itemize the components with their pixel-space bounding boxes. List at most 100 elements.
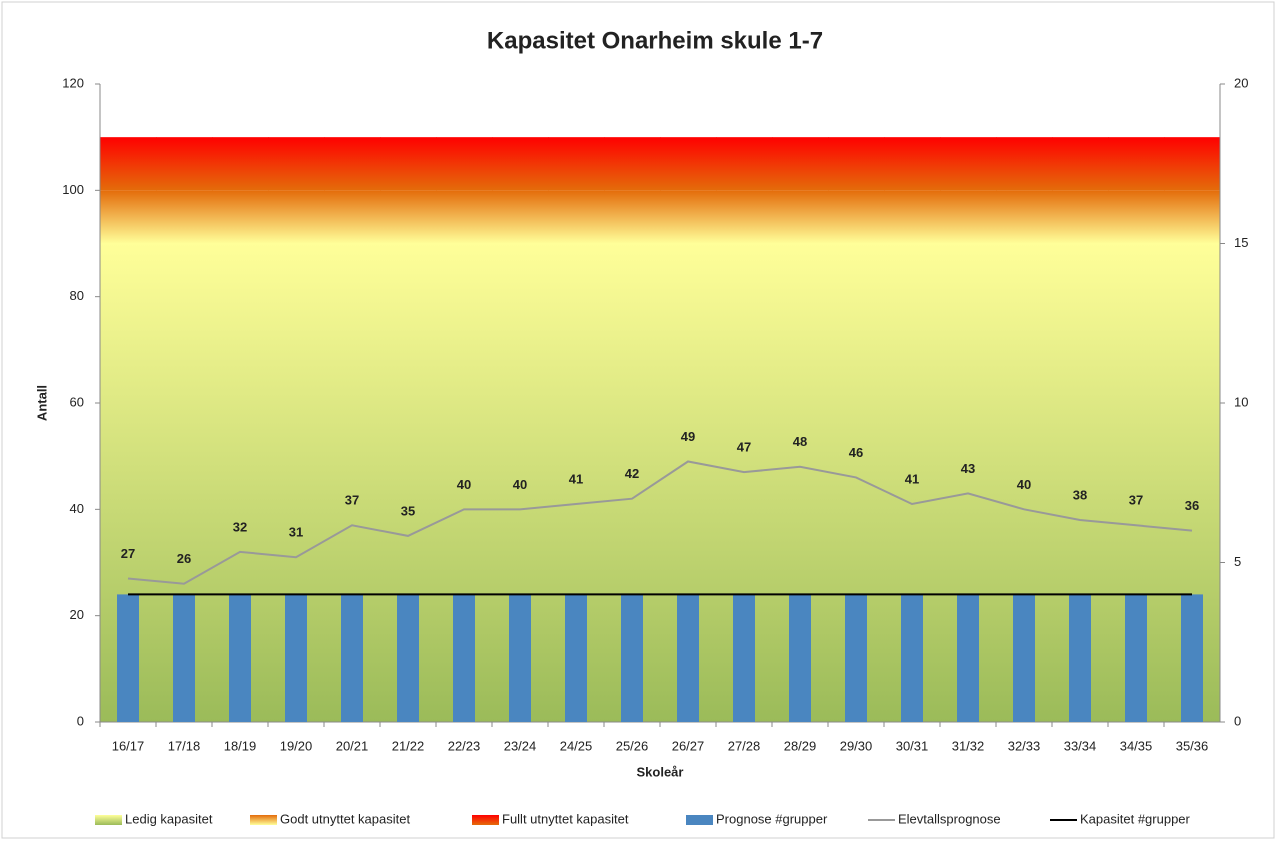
area-segment bbox=[324, 137, 381, 191]
y2-tick-label: 10 bbox=[1234, 394, 1248, 409]
bar bbox=[229, 594, 251, 722]
area-segment bbox=[324, 190, 381, 244]
x-tick-label: 34/35 bbox=[1120, 738, 1153, 753]
x-tick-label: 17/18 bbox=[168, 738, 201, 753]
y-tick-label: 60 bbox=[70, 394, 84, 409]
bar bbox=[565, 594, 587, 722]
y2-tick-label: 20 bbox=[1234, 75, 1248, 90]
data-label: 46 bbox=[849, 445, 863, 460]
data-label: 42 bbox=[625, 466, 639, 481]
data-label: 36 bbox=[1185, 498, 1199, 513]
x-tick-label: 32/33 bbox=[1008, 738, 1041, 753]
area-segment bbox=[660, 137, 717, 191]
area-segment bbox=[436, 137, 493, 191]
x-tick-label: 28/29 bbox=[784, 738, 817, 753]
area-segment bbox=[1108, 190, 1165, 244]
bar bbox=[117, 594, 139, 722]
legend-label: Godt utnyttet kapasitet bbox=[280, 811, 410, 826]
bar bbox=[957, 594, 979, 722]
bar bbox=[1125, 594, 1147, 722]
area-segment bbox=[996, 190, 1053, 244]
data-label: 41 bbox=[905, 471, 919, 486]
data-label: 48 bbox=[793, 434, 807, 449]
area-segment bbox=[716, 190, 773, 244]
x-tick-label: 35/36 bbox=[1176, 738, 1209, 753]
data-label: 43 bbox=[961, 461, 975, 476]
bar bbox=[845, 594, 867, 722]
data-label: 37 bbox=[1129, 493, 1143, 508]
legend-label: Fullt utnyttet kapasitet bbox=[502, 811, 629, 826]
data-label: 31 bbox=[289, 525, 303, 540]
bar bbox=[341, 594, 363, 722]
x-tick-label: 33/34 bbox=[1064, 738, 1097, 753]
area-segment bbox=[380, 190, 437, 244]
bar bbox=[509, 594, 531, 722]
area-segment bbox=[492, 137, 549, 191]
area-segment bbox=[1164, 190, 1221, 244]
y2-tick-label: 15 bbox=[1234, 235, 1248, 250]
line bbox=[127, 460, 1193, 585]
area-segment bbox=[212, 190, 269, 244]
data-label: 40 bbox=[513, 477, 527, 492]
x-tick-label: 29/30 bbox=[840, 738, 873, 753]
area-segment bbox=[156, 190, 213, 244]
chart-title: Kapasitet Onarheim skule 1-7 bbox=[487, 27, 823, 54]
area-segment bbox=[548, 137, 605, 191]
y2-tick-label: 5 bbox=[1234, 554, 1241, 569]
bar bbox=[901, 594, 923, 722]
area-segment bbox=[548, 190, 605, 244]
x-tick-label: 18/19 bbox=[224, 738, 257, 753]
legend-swatch bbox=[472, 815, 499, 825]
bar bbox=[173, 594, 195, 722]
x-tick-label: 20/21 bbox=[336, 738, 369, 753]
area-segment bbox=[772, 137, 829, 191]
area-segment bbox=[268, 137, 325, 191]
x-tick-label: 23/24 bbox=[504, 738, 537, 753]
bar bbox=[1069, 594, 1091, 722]
bar bbox=[285, 594, 307, 722]
bar bbox=[1013, 594, 1035, 722]
x-tick-label: 26/27 bbox=[672, 738, 705, 753]
area-segment bbox=[716, 137, 773, 191]
legend-label: Ledig kapasitet bbox=[125, 811, 213, 826]
data-label: 35 bbox=[401, 503, 415, 518]
data-label: 27 bbox=[121, 546, 135, 561]
data-label: 41 bbox=[569, 471, 583, 486]
area-segment bbox=[1052, 190, 1109, 244]
data-label: 38 bbox=[1073, 487, 1087, 502]
data-label: 37 bbox=[345, 493, 359, 508]
x-tick-label: 22/23 bbox=[448, 738, 481, 753]
x-axis-title: Skoleår bbox=[637, 764, 684, 779]
area-segment bbox=[268, 190, 325, 244]
area-segment bbox=[772, 190, 829, 244]
data-label: 49 bbox=[681, 429, 695, 444]
x-tick-label: 19/20 bbox=[280, 738, 313, 753]
area-segment bbox=[1108, 137, 1165, 191]
area-segment bbox=[1052, 137, 1109, 191]
legend-label: Elevtallsprognose bbox=[898, 811, 1001, 826]
bar bbox=[397, 594, 419, 722]
area-segment bbox=[828, 137, 885, 191]
x-tick-label: 30/31 bbox=[896, 738, 929, 753]
data-label: 32 bbox=[233, 519, 247, 534]
y2-tick-label: 0 bbox=[1234, 713, 1241, 728]
bar bbox=[677, 594, 699, 722]
area-segment bbox=[828, 190, 885, 244]
data-label: 47 bbox=[737, 440, 751, 455]
legend-swatch bbox=[686, 815, 713, 825]
area-segment bbox=[660, 190, 717, 244]
area-segment bbox=[884, 190, 941, 244]
legend-swatch bbox=[250, 815, 277, 825]
area-segment bbox=[940, 137, 997, 191]
y-tick-label: 20 bbox=[70, 607, 84, 622]
legend-label: Kapasitet #grupper bbox=[1080, 811, 1191, 826]
legend-label: Prognose #grupper bbox=[716, 811, 828, 826]
y-tick-label: 0 bbox=[77, 713, 84, 728]
y-tick-label: 120 bbox=[62, 75, 84, 90]
x-tick-label: 27/28 bbox=[728, 738, 761, 753]
area-segment bbox=[884, 137, 941, 191]
x-tick-label: 21/22 bbox=[392, 738, 425, 753]
data-label: 26 bbox=[177, 551, 191, 566]
area-segment bbox=[436, 190, 493, 244]
